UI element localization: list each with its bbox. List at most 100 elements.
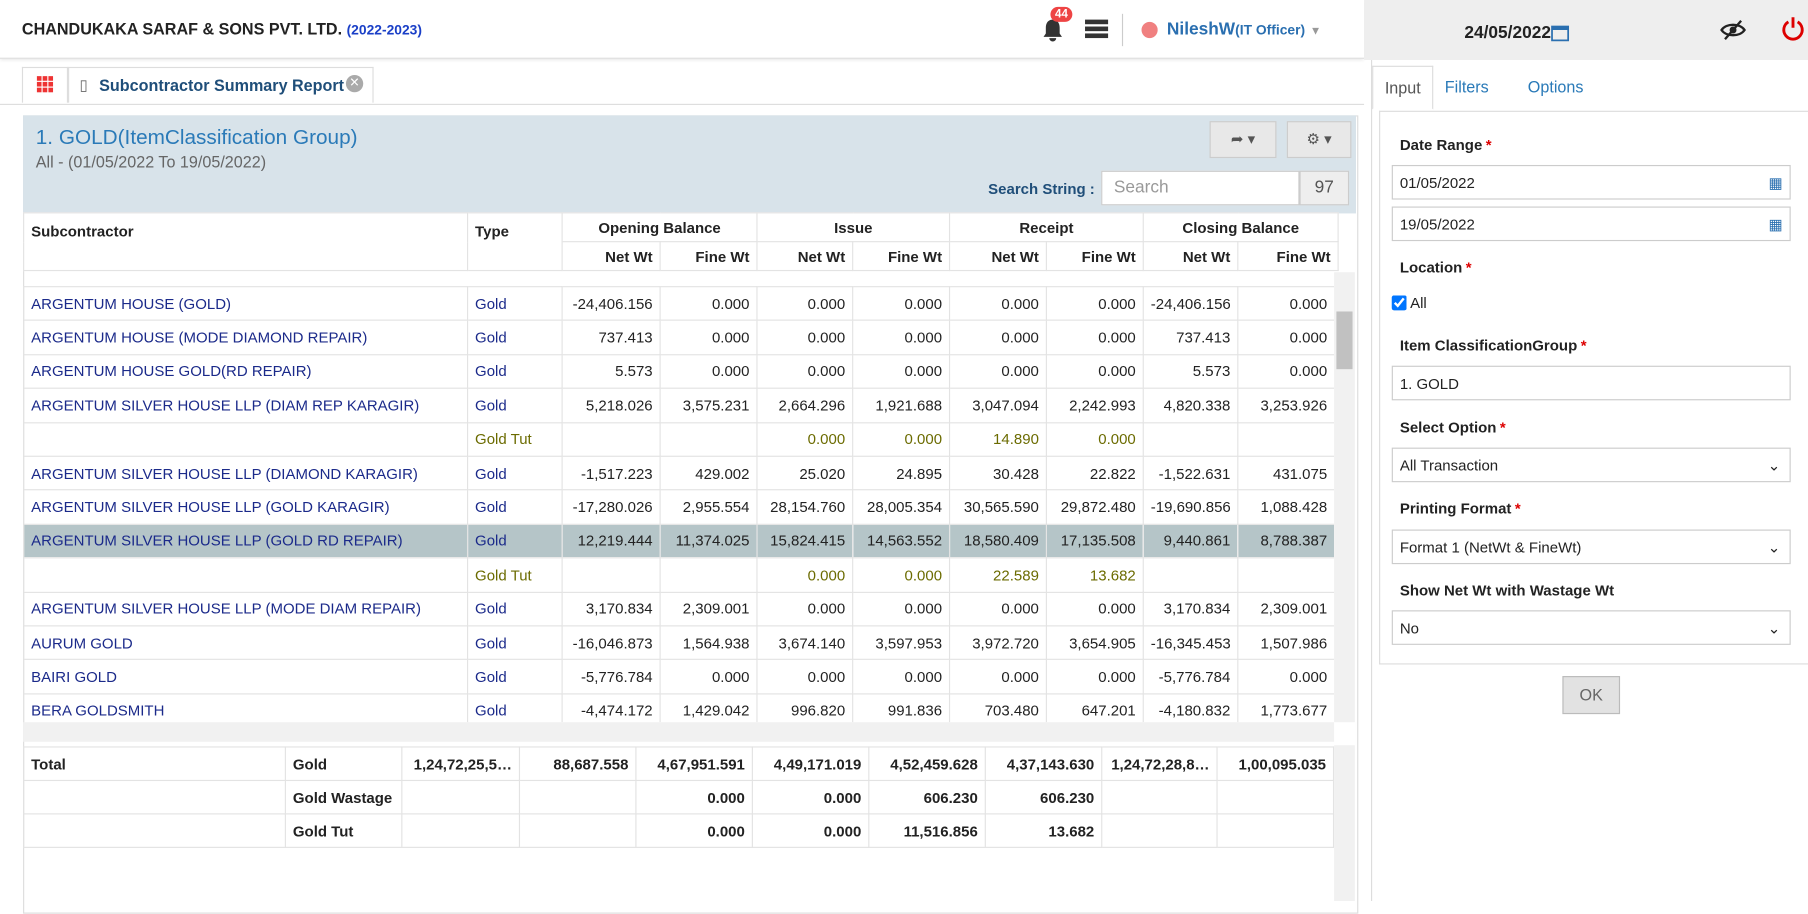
menu-icon[interactable] bbox=[1084, 17, 1109, 40]
printing-format[interactable]: Format 1 (NetWt & FineWt) ⌄ bbox=[1391, 529, 1791, 565]
cell: 0.000 bbox=[756, 353, 854, 389]
total-cell: Gold Wastage bbox=[284, 779, 403, 815]
tab-bar bbox=[0, 60, 1365, 105]
cell: 30.428 bbox=[948, 455, 1047, 491]
date-to[interactable]: 19/05/2022 ▦ bbox=[1391, 206, 1791, 242]
table-row: BAIRI GOLD Gold -5,776.784 0.000 0.000 0.000 0… bbox=[23, 659, 1335, 695]
apps-tab[interactable] bbox=[21, 66, 69, 103]
cell: -16,345.453 bbox=[1142, 625, 1239, 661]
cell: ARGENTUM SILVER HOUSE LLP (DIAMOND KARAG… bbox=[23, 455, 469, 491]
h-scrollbar[interactable] bbox=[23, 722, 1335, 742]
cell: Gold bbox=[466, 659, 563, 695]
cell: 0.000 bbox=[756, 659, 854, 695]
ok-button[interactable]: OK bbox=[1562, 676, 1621, 715]
cell: Gold bbox=[466, 353, 563, 389]
table-row: ARGENTUM HOUSE (GOLD) Gold -24,406.156 0.00… bbox=[23, 286, 1335, 322]
share-button[interactable]: ➦ ▾ bbox=[1209, 121, 1277, 159]
sub-header: Fine Wt bbox=[659, 241, 758, 272]
date-range-label: Date Range * bbox=[1400, 136, 1492, 153]
total-cell bbox=[401, 779, 521, 815]
date-from[interactable]: 01/05/2022 ▦ bbox=[1391, 164, 1791, 200]
total-cell bbox=[518, 813, 637, 848]
user[interactable]: NileshW(IT Officer) ▼ bbox=[1166, 19, 1322, 40]
total-cell: 13.682 bbox=[984, 813, 1103, 848]
total-cell: 4,52,459.628 bbox=[868, 746, 986, 782]
text: * bbox=[1514, 499, 1521, 517]
panel-tab[interactable]: Filters bbox=[1444, 77, 1489, 96]
cell: Gold bbox=[466, 286, 563, 322]
cell: ARGENTUM SILVER HOUSE LLP (GOLD KARAGIR) bbox=[23, 489, 469, 525]
cell bbox=[561, 421, 661, 457]
cell: 5.573 bbox=[561, 353, 661, 389]
cell bbox=[23, 421, 469, 457]
cell: 0.000 bbox=[1045, 286, 1144, 322]
cell: ARGENTUM HOUSE (MODE DIAMOND REPAIR) bbox=[23, 320, 469, 356]
total-cell: 88,687.558 bbox=[518, 746, 637, 782]
cell: 0.000 bbox=[852, 286, 951, 322]
cell: -24,406.156 bbox=[1142, 286, 1239, 322]
total-cell: 11,516.856 bbox=[868, 813, 986, 848]
hide-icon[interactable] bbox=[1719, 18, 1747, 41]
table-row: Gold Tut 0.000 0.000 22.589 13.682 bbox=[23, 557, 1335, 593]
calendar-icon[interactable] bbox=[1551, 23, 1570, 42]
cell: 0.000 bbox=[659, 286, 758, 322]
v-scrollbar[interactable] bbox=[1334, 272, 1355, 723]
cell: 0.000 bbox=[756, 286, 854, 322]
search-input[interactable]: Search bbox=[1101, 170, 1300, 206]
cell: 29,872.480 bbox=[1045, 489, 1144, 525]
sub-header: Fine Wt bbox=[852, 241, 951, 272]
bell-icon[interactable] bbox=[1040, 16, 1065, 44]
text: All bbox=[1410, 294, 1427, 312]
cell: 0.000 bbox=[852, 320, 951, 356]
cell: 0.000 bbox=[948, 353, 1047, 389]
cell bbox=[1142, 557, 1239, 593]
cell: 2,309.001 bbox=[659, 591, 758, 627]
company-name: CHANDUKAKA SARAF & SONS PVT. LTD. bbox=[21, 19, 343, 39]
power-icon[interactable] bbox=[1781, 16, 1804, 41]
cell: ARGENTUM SILVER HOUSE LLP (GOLD RD REPAI… bbox=[23, 523, 469, 559]
cell: -19,690.856 bbox=[1142, 489, 1239, 525]
cell: 996.820 bbox=[756, 692, 854, 723]
cell: 3,654.905 bbox=[1045, 625, 1144, 661]
totals-scrollbar[interactable] bbox=[1334, 745, 1355, 902]
report-title: 1. GOLD(ItemClassification Group) bbox=[35, 125, 358, 149]
cell: 0.000 bbox=[948, 320, 1047, 356]
cell: 429.002 bbox=[659, 455, 758, 491]
notification-badge: 44 bbox=[1050, 6, 1073, 22]
location-all[interactable]: All bbox=[1391, 294, 1427, 312]
cell: 18,580.409 bbox=[948, 523, 1047, 559]
cell: ARGENTUM SILVER HOUSE LLP (MODE DIAM REP… bbox=[23, 591, 469, 627]
cell: 0.000 bbox=[852, 557, 951, 593]
cell: Gold bbox=[466, 523, 563, 559]
cell: 3,972.720 bbox=[948, 625, 1047, 661]
cell: Gold bbox=[466, 692, 563, 723]
cell: 25.020 bbox=[756, 455, 854, 491]
text: Date Range bbox=[1399, 136, 1483, 154]
show-net-select[interactable]: No ⌄ bbox=[1391, 610, 1791, 645]
close-tab[interactable]: ✕ bbox=[345, 74, 364, 93]
panel-tab[interactable]: Options bbox=[1527, 77, 1584, 96]
cell: 17,135.508 bbox=[1045, 523, 1144, 559]
printing-format-label: Printing Format * bbox=[1400, 500, 1521, 517]
cell: -1,517.223 bbox=[561, 455, 661, 491]
select-option[interactable]: All Transaction ⌄ bbox=[1391, 447, 1791, 483]
settings-button[interactable]: ⚙ ▾ bbox=[1286, 121, 1352, 159]
cell: 0.000 bbox=[948, 286, 1047, 322]
total-cell: 0.000 bbox=[635, 813, 753, 848]
cell: 0.000 bbox=[948, 591, 1047, 627]
text: Format 1 (NetWt & FineWt) bbox=[1399, 538, 1582, 557]
cell: 0.000 bbox=[1045, 421, 1144, 457]
sub-header: Fine Wt bbox=[1237, 241, 1339, 272]
select-option-label: Select Option * bbox=[1400, 419, 1506, 436]
cell: 3,674.140 bbox=[756, 625, 854, 661]
cell: 13.682 bbox=[1045, 557, 1144, 593]
report-tab[interactable]: ▯ Subcontractor Summary Report ✕ bbox=[68, 66, 374, 103]
cell: 0.000 bbox=[1237, 659, 1335, 695]
cell: Gold Tut bbox=[466, 421, 563, 457]
total-cell: 4,67,951.591 bbox=[635, 746, 753, 782]
table-row: ARGENTUM SILVER HOUSE LLP (DIAMOND KARAG… bbox=[23, 455, 1335, 491]
total-cell: Gold Tut bbox=[284, 813, 403, 848]
cell: 0.000 bbox=[1237, 286, 1335, 322]
item-group-input[interactable]: 1. GOLD bbox=[1391, 365, 1791, 401]
panel-tab[interactable]: Input bbox=[1372, 65, 1434, 110]
